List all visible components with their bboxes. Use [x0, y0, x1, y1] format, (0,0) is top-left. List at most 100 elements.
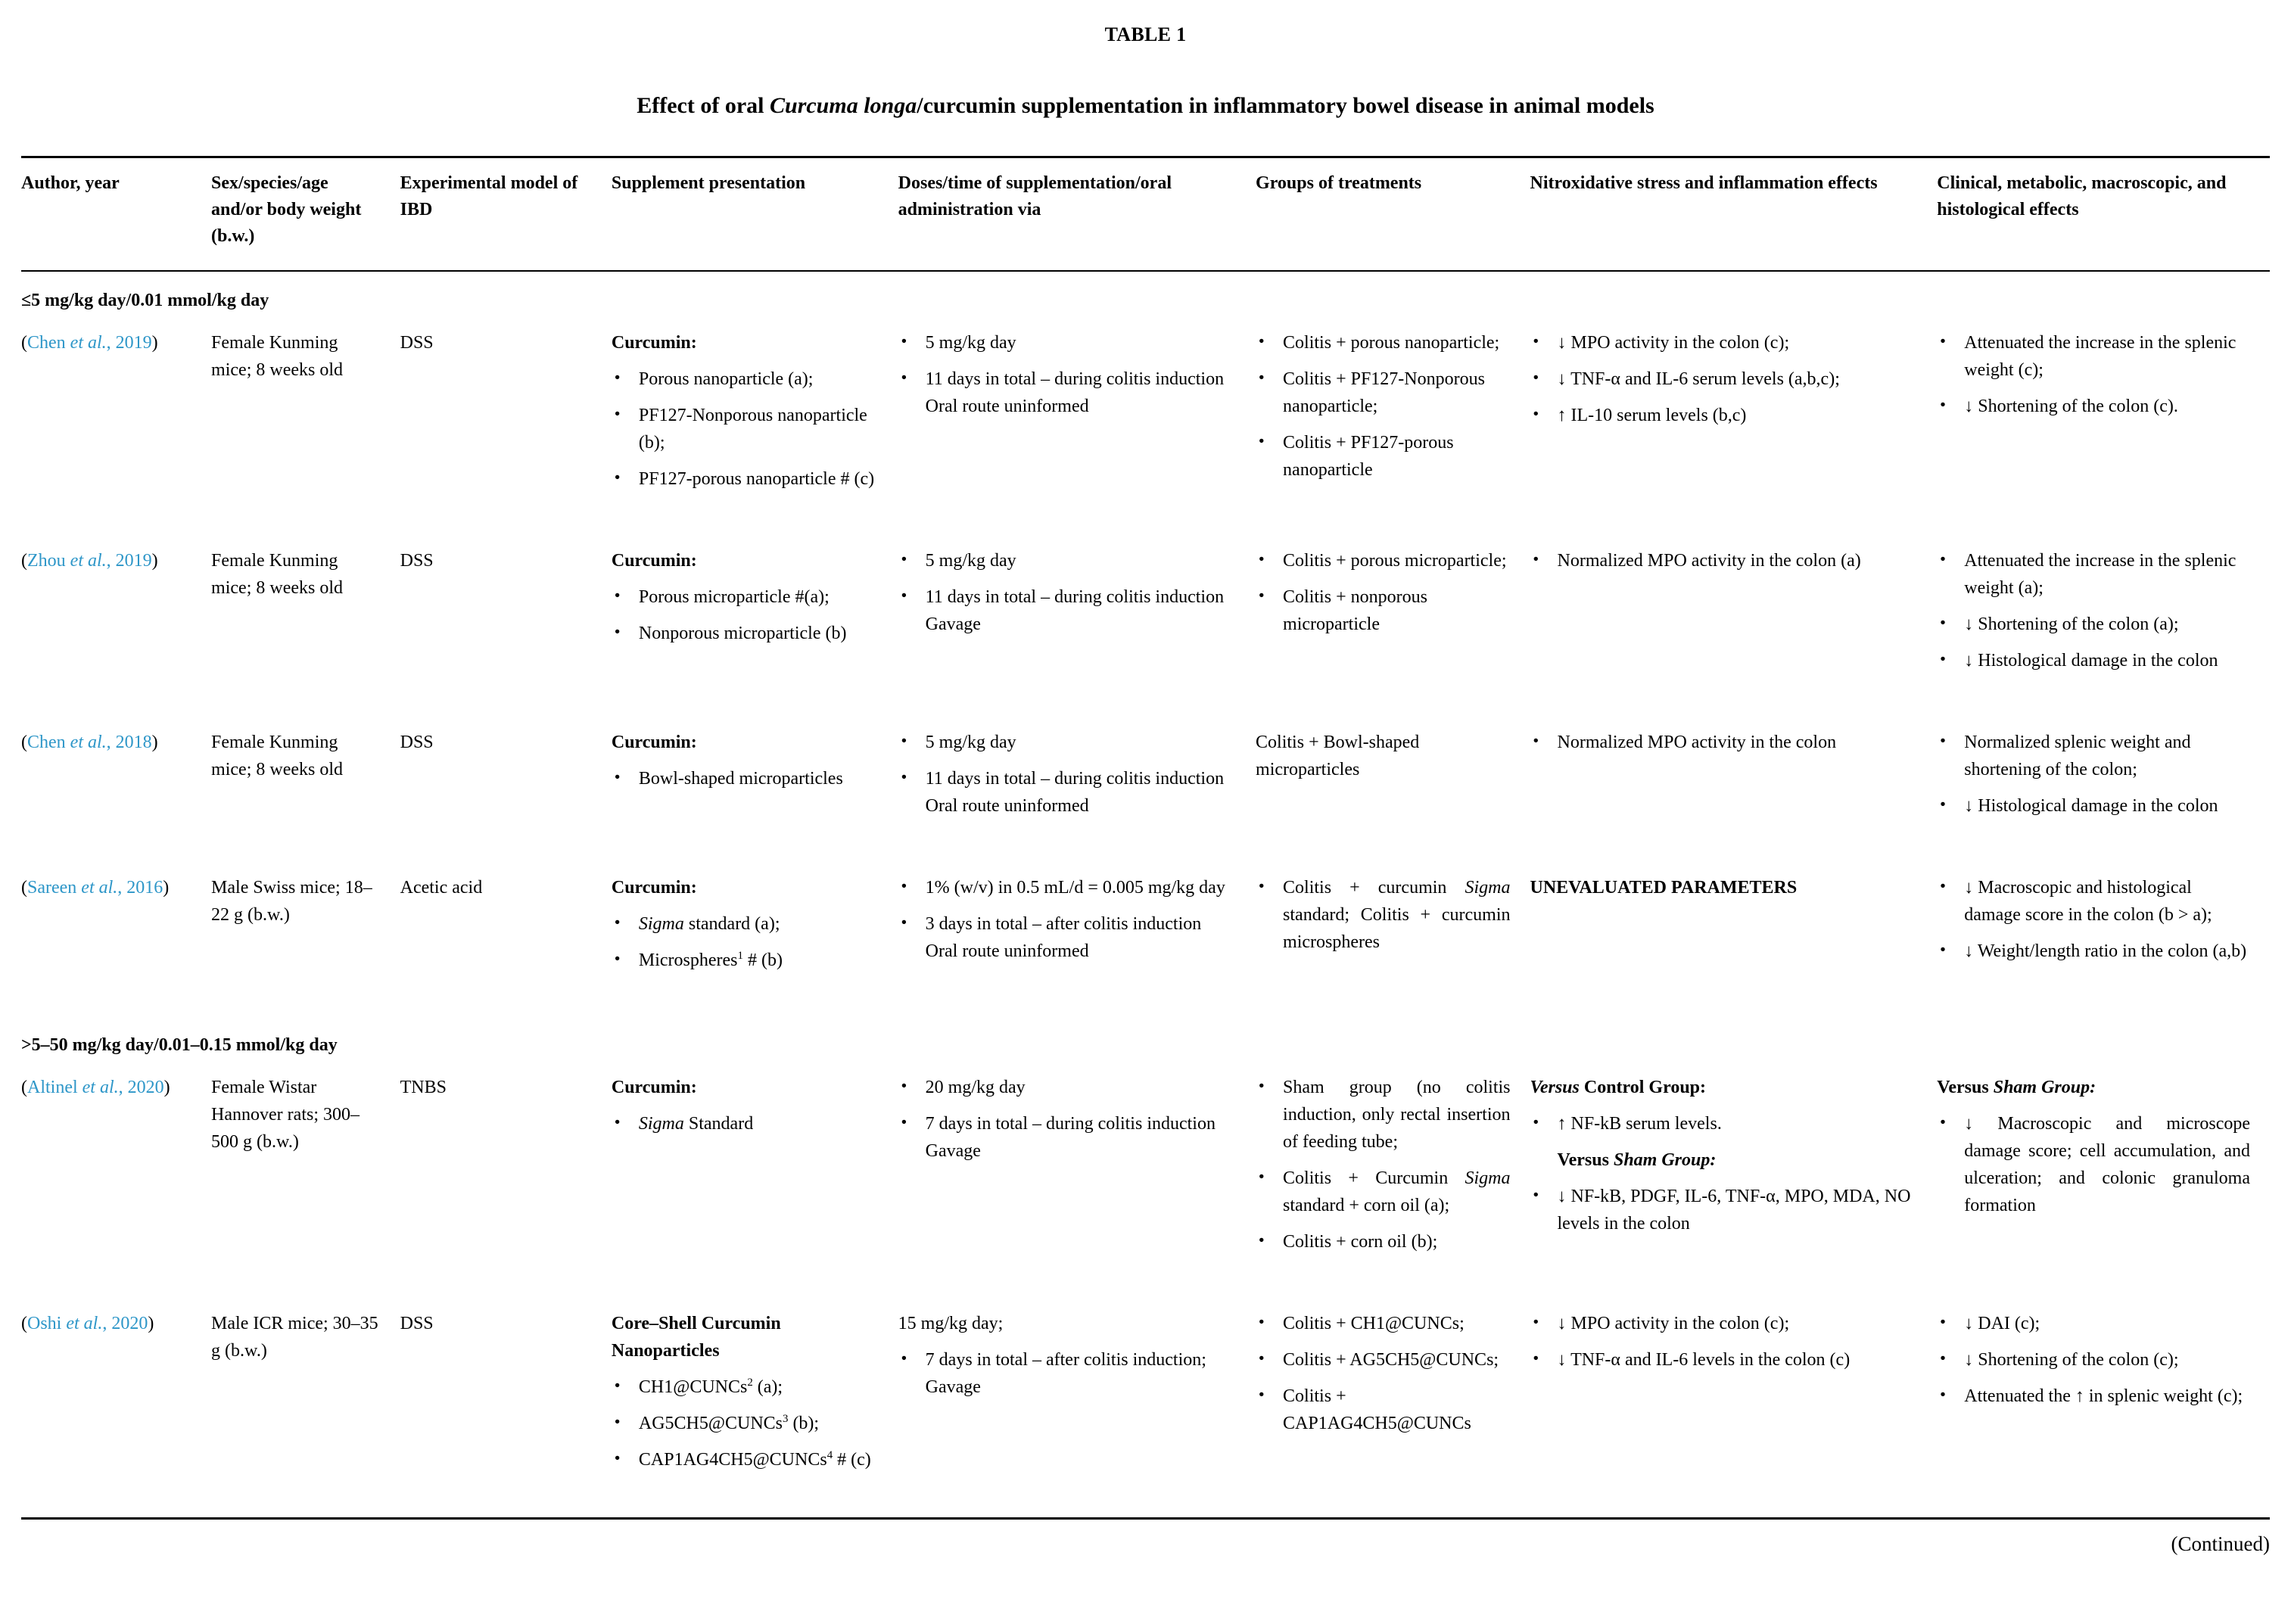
cell-clinical: Attenuated the increase in the splenic w…: [1937, 317, 2270, 535]
cell-nitroxidative: Versus Control Group: ↑ NF-kB serum leve…: [1530, 1062, 1938, 1298]
bullet-item: ↓ MPO activity in the colon (c);: [1530, 1310, 1918, 1337]
bullet-item: CAP1AG4CH5@CUNCs4 # (c): [612, 1446, 879, 1473]
citation-paren: ): [163, 1078, 170, 1098]
item-text: # (c): [833, 1450, 871, 1470]
effects-table: Author, year Sex/species/age and/or body…: [21, 156, 2270, 1516]
brand-name: Sigma: [638, 914, 684, 935]
cell-doses: 5 mg/kg day 11 days in total – during co…: [898, 317, 1256, 535]
versus-word: Versus: [1557, 1150, 1614, 1171]
brand-name: Sigma: [1465, 1168, 1511, 1189]
heading-text: Sham Group:: [1993, 1078, 2096, 1098]
bullet-item: Porous nanoparticle (a);: [612, 366, 879, 393]
bullet-item: Colitis + CH1@CUNCs;: [1256, 1310, 1510, 1337]
bullet-item: ↓ MPO activity in the colon (c);: [1530, 329, 1918, 356]
citation-link[interactable]: Chen et al., 2018: [27, 733, 152, 752]
bullet-item: Colitis + porous microparticle;: [1256, 547, 1510, 574]
citation-link[interactable]: Oshi et al., 2020: [27, 1314, 148, 1333]
bullet-item: 11 days in total – during colitis induct…: [898, 366, 1236, 393]
cell-sex-species: Male ICR mice; 30–35 g (b.w.): [211, 1314, 378, 1361]
bullet-item: Colitis + PF127-porous nanoparticle: [1256, 429, 1510, 484]
bullet-item: 3 days in total – after colitis inductio…: [898, 910, 1236, 938]
bullet-item: Microspheres1 # (b): [612, 947, 879, 974]
bullet-item: ↑ NF-kB serum levels.: [1530, 1110, 1918, 1137]
item-text: standard + corn oil (a);: [1283, 1196, 1450, 1216]
bullet-item: AG5CH5@CUNCs3 (b);: [612, 1410, 879, 1437]
citation-link[interactable]: Chen et al., 2019: [27, 333, 152, 353]
bullet-item: ↓ Shortening of the colon (c);: [1937, 1346, 2250, 1374]
section-header-mid-dose: >5–50 mg/kg day/0.01–0.15 mmol/kg day: [21, 1035, 338, 1056]
cell-groups: Colitis + Bowl-shaped microparticles: [1256, 717, 1530, 862]
cell-nitroxidative: ↓ MPO activity in the colon (c); ↓ TNF-α…: [1530, 1298, 1938, 1516]
bullet-item: 5 mg/kg day: [898, 329, 1236, 356]
citation-link[interactable]: Zhou et al., 2019: [27, 551, 152, 571]
column-header-clinical: Clinical, metabolic, macroscopic, and hi…: [1937, 156, 2270, 272]
citation-paren: ): [151, 551, 158, 571]
administration-route: Oral route uninformed: [925, 796, 1089, 817]
bullet-item: Attenuated the ↑ in splenic weight (c);: [1937, 1383, 2250, 1410]
cell-author: (Oshi et al., 2020): [21, 1298, 211, 1516]
bullet-item: Bowl-shaped microparticles: [612, 765, 879, 792]
cell-model: DSS: [400, 1314, 434, 1334]
column-header-model: Experimental model of IBD: [400, 156, 612, 272]
row-sareen-2016: (Sareen et al., 2016) Male Swiss mice; 1…: [21, 862, 2270, 1016]
supplement-heading: Curcumin:: [611, 333, 697, 353]
item-text: Standard: [683, 1114, 754, 1134]
dose-lead: 15 mg/kg day;: [898, 1314, 1004, 1334]
title-species-italic: Curcuma longa: [770, 93, 917, 118]
cell-nitroxidative: ↓ MPO activity in the colon (c); ↓ TNF-α…: [1530, 317, 1938, 535]
bullet-item: PF127-Nonporous nanoparticle (b);: [612, 402, 879, 456]
supplement-heading: Curcumin:: [611, 878, 697, 898]
item-text: CAP1AG4CH5@CUNCs: [638, 1450, 827, 1470]
cell-model: DSS: [400, 333, 434, 353]
administration-route: Oral route uninformed: [925, 397, 1089, 417]
citation-link[interactable]: Sareen et al., 2016: [27, 878, 163, 898]
group-text: Colitis + Bowl-shaped microparticles: [1256, 733, 1420, 780]
citation-year: , 2019: [106, 551, 152, 571]
unevaluated-label: UNEVALUATED PARAMETERS: [1530, 878, 1798, 898]
cell-clinical: Attenuated the increase in the splenic w…: [1937, 535, 2270, 717]
bullet-item: Colitis + nonporous microparticle: [1256, 583, 1510, 638]
bullet-item: ↓ NF-kB, PDGF, IL-6, TNF-α, MPO, MDA, NO…: [1530, 1183, 1918, 1237]
bullet-item: Attenuated the increase in the splenic w…: [1937, 547, 2250, 602]
citation-etal: et al.: [70, 333, 107, 353]
table-title: Effect of oral Curcuma longa/curcumin su…: [21, 89, 2270, 123]
cell-sex-species: Female Kunming mice; 8 weeks old: [211, 333, 343, 381]
citation-etal: et al.: [82, 1078, 119, 1098]
item-text: Microspheres: [638, 950, 738, 971]
citation-year: , 2019: [106, 333, 152, 353]
cell-clinical: ↓ DAI (c); ↓ Shortening of the colon (c)…: [1937, 1298, 2270, 1516]
cell-sex-species: Male Swiss mice; 18–22 g (b.w.): [211, 878, 372, 926]
administration-route: Gavage: [925, 614, 981, 635]
column-header-nitroxidative: Nitroxidative stress and inflammation ef…: [1530, 156, 1938, 272]
cell-doses: 5 mg/kg day 11 days in total – during co…: [898, 535, 1256, 717]
bullet-item: ↓ Macroscopic and histological damage sc…: [1937, 874, 2250, 929]
citation-paren: (: [21, 878, 27, 898]
bullet-item: ↓ Histological damage in the colon: [1937, 792, 2250, 820]
cell-doses: 1% (w/v) in 0.5 mL/d = 0.005 mg/kg day 3…: [898, 862, 1256, 1016]
item-text: Colitis + curcumin: [1283, 878, 1465, 898]
versus-control-heading: Versus Control Group:: [1530, 1074, 1918, 1101]
citation-etal: et al.: [81, 878, 118, 898]
section-header-low-dose: ≤5 mg/kg day/0.01 mmol/kg day: [21, 291, 269, 311]
citation-year: , 2020: [102, 1314, 148, 1334]
bullet-item: Normalized splenic weight and shortening…: [1937, 729, 2250, 783]
citation-name: Sareen: [27, 878, 82, 898]
bullet-item: Colitis + Curcumin Sigma standard + corn…: [1256, 1165, 1510, 1219]
footnote-marker: 4: [826, 1449, 833, 1462]
bullet-item: Nonporous microparticle (b): [612, 620, 879, 647]
item-text: (b);: [788, 1414, 820, 1434]
cell-author: (Chen et al., 2019): [21, 317, 211, 535]
heading-text: Control Group:: [1579, 1078, 1707, 1098]
cell-supplement: Curcumin: Sigma standard (a); Microspher…: [612, 862, 898, 1016]
citation-link[interactable]: Altinel et al., 2020: [27, 1078, 164, 1097]
bottom-rule: [21, 1517, 2270, 1520]
bullet-item: Attenuated the increase in the splenic w…: [1937, 329, 2250, 384]
column-header-groups: Groups of treatments: [1256, 156, 1530, 272]
bullet-item: 7 days in total – during colitis inducti…: [898, 1110, 1236, 1137]
footnote-marker: 2: [747, 1377, 753, 1389]
supplement-heading: Core–Shell Curcumin Nanoparticles: [611, 1314, 781, 1361]
cell-model: Acetic acid: [400, 878, 483, 898]
supplement-heading: Curcumin:: [611, 733, 697, 753]
citation-name: Chen: [27, 733, 70, 753]
citation-paren: (: [21, 333, 27, 353]
